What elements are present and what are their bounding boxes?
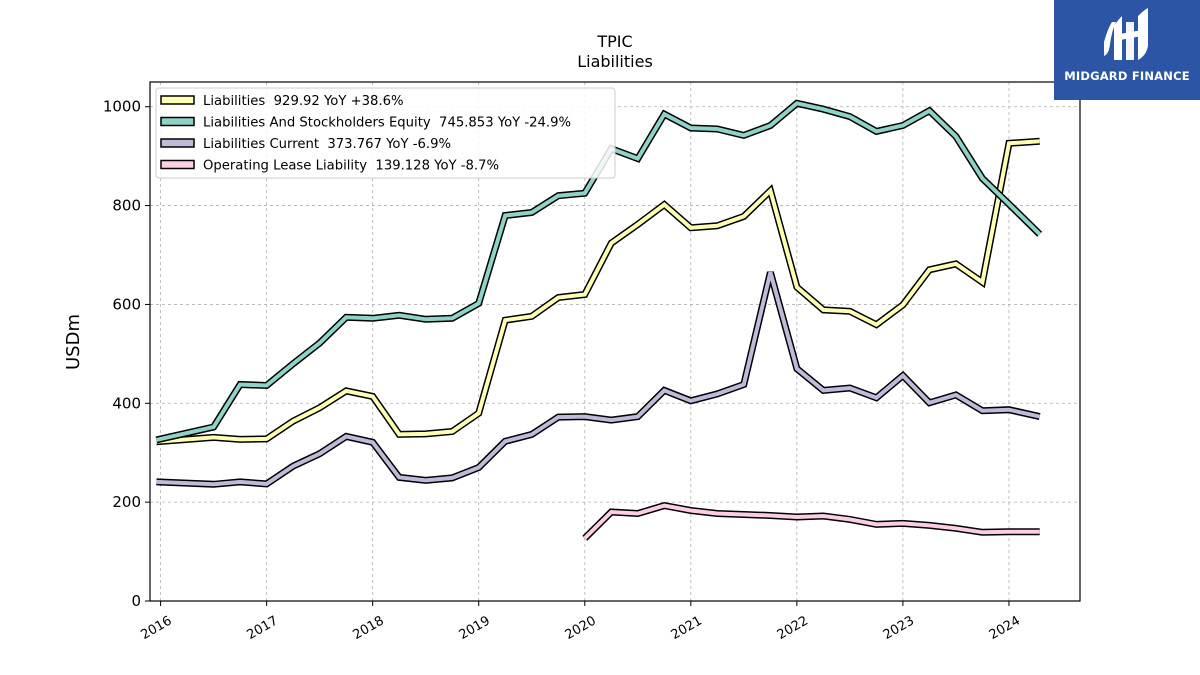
x-tick-label: 2016	[138, 613, 174, 643]
series-line	[156, 139, 1040, 444]
legend-swatch	[160, 159, 195, 170]
y-tick-label: 600	[112, 295, 141, 313]
legend-swatch	[160, 116, 195, 127]
legend: Liabilities 929.92 YoY +38.6% Liabilities…	[155, 87, 616, 179]
legend-label: Liabilities 929.92 YoY +38.6%	[203, 94, 404, 109]
x-tick-label: 2020	[563, 613, 599, 643]
logo-text: MIDGARD FINANCE	[1064, 69, 1190, 83]
y-axis: 0 200 400 600 800 1000	[103, 98, 150, 610]
x-tick-label: 2019	[457, 613, 493, 643]
x-tick-label: 2023	[881, 613, 917, 643]
chart-subtitle: Liabilities	[577, 52, 653, 71]
legend-label: Operating Lease Liability 139.128 YoY -8…	[203, 159, 499, 174]
legend-label: Liabilities Current 373.767 YoY -6.9%	[203, 137, 451, 152]
x-axis: 2016 2017 2018 2019 2020 2021 2022 2023 2024	[138, 601, 1023, 643]
series-operating-lease-liability	[582, 502, 1040, 541]
y-axis-label: USDm	[63, 314, 84, 370]
x-tick-label: 2024	[987, 613, 1023, 643]
x-tick-label: 2017	[244, 613, 280, 643]
legend-frame	[155, 87, 616, 179]
x-tick-label: 2018	[351, 613, 387, 643]
series-outline	[156, 137, 1040, 446]
y-tick-label: 1000	[103, 98, 141, 116]
y-tick-label: 400	[112, 394, 141, 412]
series-liabilities	[156, 137, 1040, 446]
midgard-finance-logo: MIDGARD FINANCE	[1054, 0, 1200, 100]
y-tick-label: 0	[131, 592, 141, 610]
legend-swatch	[160, 95, 195, 105]
legend-label: Liabilities And Stockholders Equity 745.…	[203, 116, 571, 131]
series-liabilities-current	[156, 271, 1041, 488]
y-tick-label: 200	[112, 493, 141, 511]
x-tick-label: 2022	[775, 613, 811, 643]
logo-mark-icon	[1104, 8, 1148, 60]
series-line	[156, 271, 1041, 487]
legend-swatch	[160, 138, 195, 148]
series-line	[583, 503, 1040, 540]
plot-frame	[149, 81, 1081, 602]
y-tick-label: 800	[112, 197, 141, 215]
chart-title: TPIC	[596, 32, 632, 51]
x-tick-label: 2021	[669, 613, 705, 643]
